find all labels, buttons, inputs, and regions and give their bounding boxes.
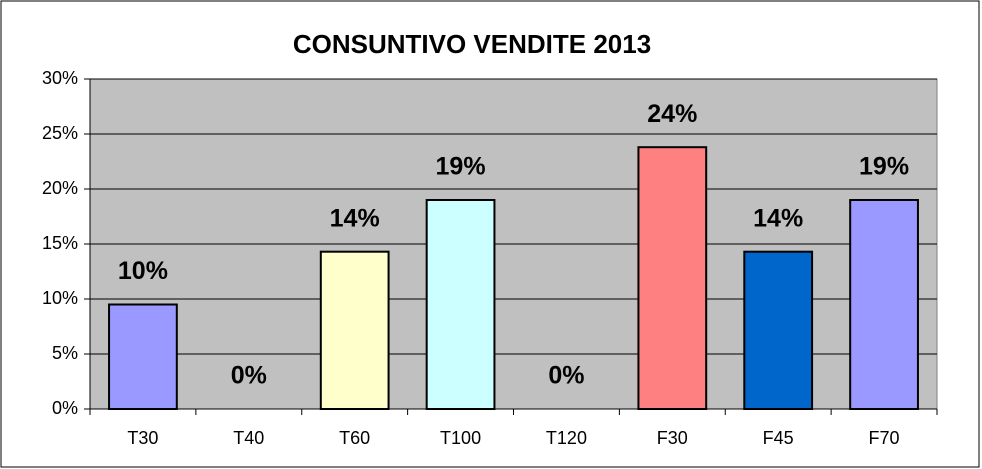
x-tick-label: F45 <box>763 428 794 448</box>
bar <box>108 303 178 410</box>
x-tick-label: T100 <box>440 428 481 448</box>
x-tick-label: F30 <box>657 428 688 448</box>
y-tick-label: 25% <box>42 123 78 143</box>
y-tick-label: 30% <box>42 68 78 88</box>
y-tick-label: 20% <box>42 178 78 198</box>
data-label: 0% <box>231 362 267 390</box>
x-tick-label: F70 <box>869 428 900 448</box>
y-tick-label: 15% <box>42 233 78 253</box>
data-label: 14% <box>330 204 380 232</box>
data-label: 24% <box>647 100 697 128</box>
chart-title: CONSUNTIVO VENDITE 2013 <box>293 29 651 59</box>
data-label: 19% <box>859 153 909 181</box>
y-tick-label: 10% <box>42 288 78 308</box>
bar <box>425 199 496 410</box>
y-tick-label: 0% <box>52 398 78 418</box>
x-tick-label: T120 <box>546 428 587 448</box>
x-tick-label: T40 <box>233 428 264 448</box>
y-tick-label: 5% <box>52 343 78 363</box>
bar <box>319 250 390 410</box>
data-label: 0% <box>548 362 584 390</box>
bar <box>849 199 919 410</box>
bar <box>637 146 708 410</box>
x-tick-label: T60 <box>339 428 370 448</box>
bar <box>743 250 814 410</box>
data-label: 14% <box>753 204 803 232</box>
data-label: 10% <box>118 257 168 285</box>
data-label: 19% <box>436 153 486 181</box>
x-tick-label: T30 <box>127 428 158 448</box>
